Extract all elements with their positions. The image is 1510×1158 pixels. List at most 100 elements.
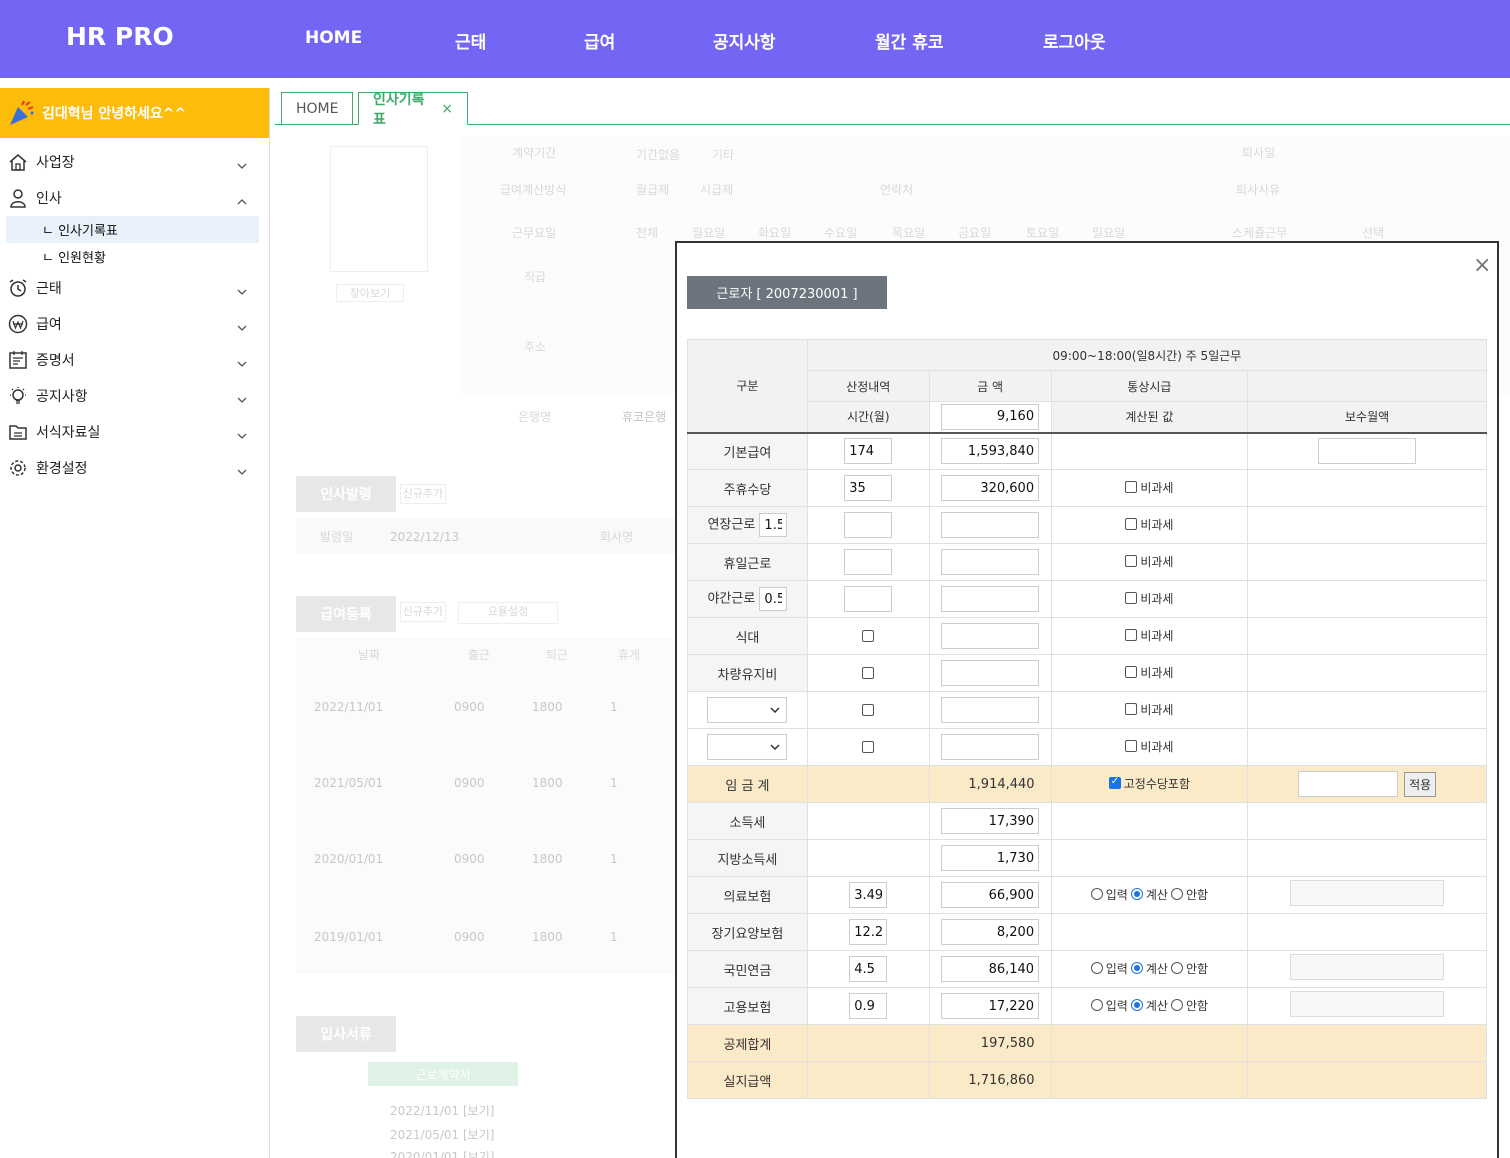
tab-hr-record[interactable]: 인사기록표 × bbox=[358, 92, 468, 128]
radio-input[interactable] bbox=[1090, 999, 1103, 1012]
health-extra-field[interactable] bbox=[1290, 880, 1445, 906]
overtime-mult-input[interactable] bbox=[759, 513, 788, 537]
hourly-rate-input[interactable] bbox=[941, 403, 1040, 430]
taxfree-checkbox[interactable] bbox=[1125, 518, 1138, 531]
overtime-amount-input[interactable] bbox=[941, 512, 1040, 538]
radio-label: 안함 bbox=[1185, 887, 1209, 902]
taxfree-checkbox[interactable] bbox=[1125, 629, 1138, 642]
radio-label: 계산 bbox=[1145, 998, 1168, 1013]
nav-payroll[interactable]: 급여 bbox=[584, 33, 616, 53]
employ-extra-field[interactable] bbox=[1290, 991, 1445, 1017]
radio-input[interactable] bbox=[1090, 962, 1103, 975]
menu-attendance[interactable]: 근태 bbox=[0, 270, 269, 306]
menu-workplace[interactable]: 사업장 bbox=[0, 144, 269, 180]
doc-link[interactable]: 2021/05/01 [보기] bbox=[390, 1128, 495, 1142]
taxfree-checkbox[interactable] bbox=[1125, 481, 1138, 494]
meal-checkbox[interactable] bbox=[862, 630, 875, 642]
radio-none[interactable] bbox=[1170, 962, 1183, 975]
health-amount-input[interactable] bbox=[941, 882, 1040, 908]
night-mult-input[interactable] bbox=[759, 587, 788, 611]
menu-forms[interactable]: 서식자료실 bbox=[0, 414, 269, 450]
hr-issue-add-button[interactable]: 신규추가 bbox=[400, 484, 446, 504]
night-hours-input[interactable] bbox=[844, 586, 893, 612]
income-tax-input[interactable] bbox=[941, 808, 1040, 834]
extra-checkbox[interactable] bbox=[862, 741, 875, 753]
longterm-amount-input[interactable] bbox=[941, 919, 1040, 945]
submenu-hr-record[interactable]: ㄴ 인사기록표 bbox=[6, 216, 259, 243]
person-icon bbox=[10, 189, 26, 208]
taxfree-checkbox[interactable] bbox=[1125, 592, 1138, 605]
holiday-hours-input[interactable] bbox=[844, 549, 893, 575]
nav-logout[interactable]: 로그아웃 bbox=[1043, 33, 1106, 53]
submenu-headcount[interactable]: ㄴ 인원현황 bbox=[42, 251, 106, 266]
nav-monthly[interactable]: 월간 휴코 bbox=[875, 33, 944, 53]
base-amount-input[interactable] bbox=[941, 438, 1040, 465]
close-icon[interactable]: × bbox=[1473, 253, 1492, 278]
base-hours-input[interactable] bbox=[844, 438, 893, 465]
menu-payroll[interactable]: 급여 bbox=[0, 306, 269, 342]
menu-notice[interactable]: 공지사항 bbox=[0, 378, 269, 414]
header-ordinary: 통상시급 bbox=[1050, 370, 1249, 402]
pay-row-date: 2022/11/01 bbox=[314, 700, 384, 714]
nav-attendance[interactable]: 근태 bbox=[455, 33, 487, 53]
pension-rate-input[interactable] bbox=[849, 956, 888, 982]
net-amount: 1,716,860 bbox=[968, 1072, 1035, 1088]
car-amount-input[interactable] bbox=[941, 660, 1040, 686]
local-tax-input[interactable] bbox=[941, 845, 1040, 871]
menu-hr[interactable]: 인사 bbox=[0, 180, 269, 216]
pay-register-button[interactable]: 급여등록 bbox=[296, 596, 396, 632]
rate-setting-button[interactable]: 요율설정 bbox=[458, 602, 558, 624]
radio-calc[interactable] bbox=[1130, 962, 1143, 975]
taxfree-checkbox[interactable] bbox=[1125, 666, 1138, 679]
extra-item-select[interactable] bbox=[707, 697, 788, 723]
weekly-amount-input[interactable] bbox=[941, 475, 1040, 501]
row-label: 차량유지비 bbox=[687, 654, 808, 692]
folder-icon bbox=[9, 425, 27, 440]
fixed-allowance-checkbox[interactable] bbox=[1108, 776, 1121, 790]
extra-checkbox[interactable] bbox=[862, 704, 875, 716]
apply-button[interactable]: 적용 bbox=[1404, 771, 1437, 797]
wage-total-input[interactable] bbox=[1298, 771, 1399, 797]
overtime-hours-input[interactable] bbox=[844, 512, 893, 538]
taxfree-label: 비과세 bbox=[1140, 591, 1174, 606]
weekly-hours-input[interactable] bbox=[844, 475, 893, 501]
doc-link[interactable]: 2022/11/01 [보기] bbox=[390, 1104, 495, 1118]
hr-issue-button[interactable]: 인사발령 bbox=[296, 476, 396, 512]
search-photo-button[interactable]: 찾아보기 bbox=[336, 284, 404, 302]
night-amount-input[interactable] bbox=[941, 586, 1040, 612]
meal-amount-input[interactable] bbox=[941, 623, 1040, 649]
menu-certificate[interactable]: 증명서 bbox=[0, 342, 269, 378]
wage-input[interactable] bbox=[1318, 438, 1417, 465]
extra-item-select[interactable] bbox=[707, 734, 788, 760]
holiday-amount-input[interactable] bbox=[941, 549, 1040, 575]
pension-amount-input[interactable] bbox=[941, 956, 1040, 982]
pension-extra-field[interactable] bbox=[1290, 954, 1445, 980]
radio-none[interactable] bbox=[1170, 888, 1183, 901]
contract-doc-button[interactable]: 근로계약서 bbox=[368, 1062, 518, 1086]
menu-settings[interactable]: 환경설정 bbox=[0, 450, 269, 486]
employ-rate-input[interactable] bbox=[849, 993, 888, 1019]
app-logo[interactable]: HR PRO bbox=[66, 22, 174, 51]
radio-none[interactable] bbox=[1170, 999, 1183, 1012]
radio-calc[interactable] bbox=[1130, 888, 1143, 901]
taxfree-checkbox[interactable] bbox=[1125, 555, 1138, 568]
pay-add-button[interactable]: 신규추가 bbox=[400, 602, 446, 622]
taxfree-checkbox[interactable] bbox=[1125, 740, 1138, 753]
worker-button[interactable]: 근로자 [ 2007230001 ] bbox=[687, 276, 887, 309]
extra-amount-input[interactable] bbox=[941, 734, 1040, 760]
extra-amount-input[interactable] bbox=[941, 697, 1040, 723]
docs-button[interactable]: 입사서류 bbox=[296, 1016, 396, 1052]
tab-home[interactable]: HOME bbox=[281, 92, 353, 125]
radio-calc[interactable] bbox=[1130, 999, 1143, 1012]
tab-close-icon[interactable]: × bbox=[441, 100, 453, 117]
chevron-down-icon bbox=[237, 355, 255, 371]
radio-input[interactable] bbox=[1090, 888, 1103, 901]
longterm-rate-input[interactable] bbox=[849, 919, 888, 945]
car-checkbox[interactable] bbox=[862, 667, 875, 679]
health-rate-input[interactable] bbox=[849, 882, 888, 908]
nav-notice[interactable]: 공지사항 bbox=[713, 33, 776, 53]
taxfree-checkbox[interactable] bbox=[1125, 703, 1138, 716]
doc-link[interactable]: 2020/01/01 [보기] bbox=[390, 1150, 495, 1158]
employ-amount-input[interactable] bbox=[941, 993, 1040, 1019]
nav-home[interactable]: HOME bbox=[305, 28, 363, 48]
